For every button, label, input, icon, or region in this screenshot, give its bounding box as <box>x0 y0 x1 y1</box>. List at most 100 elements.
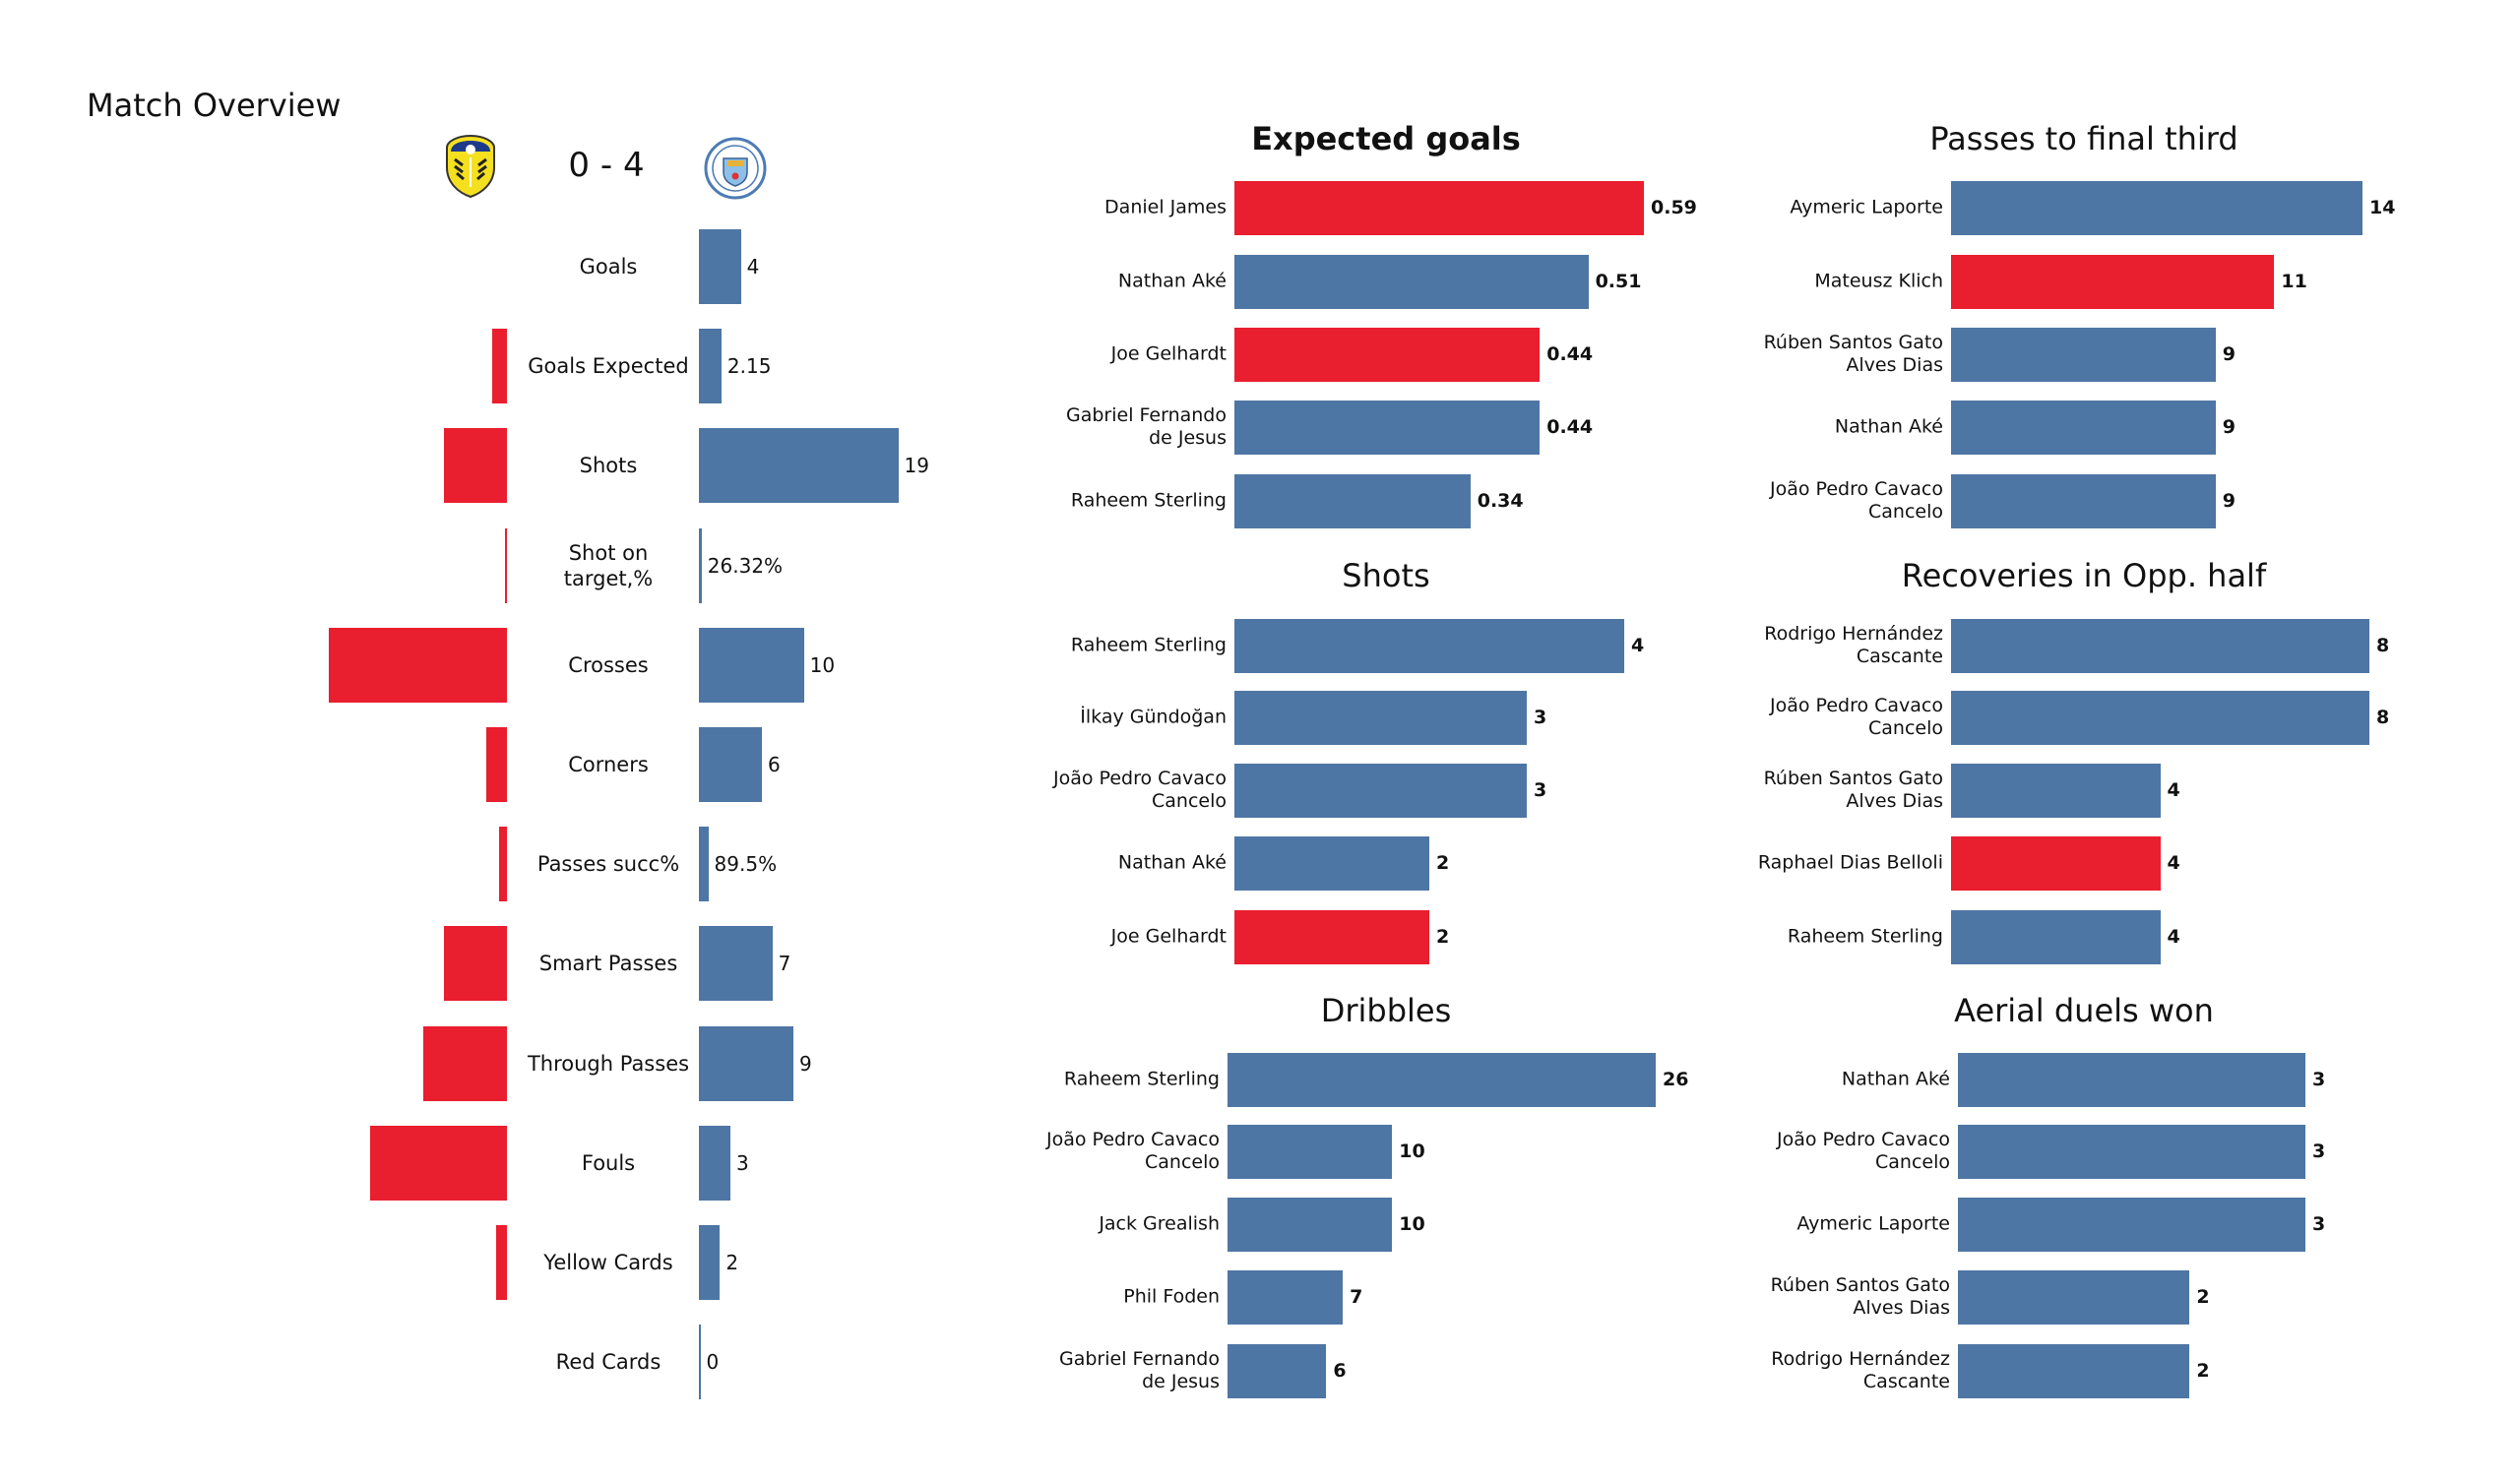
player-value: 3 <box>1534 707 1547 728</box>
away-value: 2.15 <box>726 354 772 379</box>
player-name: João Pedro Cavaco Cancelo <box>1770 695 1943 739</box>
player-name: Raphael Dias Belloli <box>1757 851 1943 874</box>
away-value: 19 <box>904 454 929 478</box>
home-bar <box>328 627 507 703</box>
player-value: 11 <box>2281 271 2307 292</box>
away-value: 89.5% <box>714 852 778 877</box>
player-bar <box>1951 254 2275 309</box>
player-bar <box>1228 1343 1327 1398</box>
away-value: 6 <box>767 753 781 776</box>
player-bar <box>1228 1269 1344 1325</box>
player-name: Rodrigo Hernández Cascante <box>1771 1348 1950 1392</box>
player-bar <box>1234 327 1541 382</box>
player-bar <box>1958 1124 2305 1179</box>
player-value: 9 <box>2222 343 2236 365</box>
stat-label: Passes succ% <box>536 852 680 877</box>
player-bar <box>1951 835 2161 891</box>
player-bar <box>1951 400 2216 455</box>
player-bar <box>1228 1197 1393 1252</box>
player-name: Jack Grealish <box>1099 1212 1220 1235</box>
player-bar <box>1958 1343 2190 1398</box>
player-name: Rúben Santos Gato Alves Dias <box>1770 1274 1950 1319</box>
player-name: Nathan Aké <box>1841 1068 1950 1090</box>
player-name: Aymeric Laporte <box>1790 196 1943 218</box>
player-value: 0.34 <box>1477 490 1524 512</box>
player-name: João Pedro Cavaco Cancelo <box>1053 768 1227 812</box>
panel-title: Passes to final third <box>1929 120 2238 157</box>
home-bar <box>496 1225 507 1300</box>
player-bar <box>1234 763 1527 818</box>
match-score: 0 - 4 <box>568 146 645 185</box>
player-value: 9 <box>2222 416 2236 438</box>
stat-label: Shots <box>579 454 638 478</box>
player-value: 2 <box>1436 926 1450 948</box>
player-name: Nathan Aké <box>1117 270 1227 292</box>
player-value: 26 <box>1663 1069 1689 1090</box>
player-bar <box>1951 327 2216 382</box>
away-bar <box>699 1025 793 1101</box>
away-value: 7 <box>778 952 791 976</box>
home-bar <box>485 727 507 802</box>
stat-label: Fouls <box>581 1150 636 1175</box>
away-value: 3 <box>735 1150 749 1175</box>
player-name: Gabriel Fernando de Jesus <box>1059 1348 1220 1392</box>
home-bar <box>422 1025 507 1101</box>
home-bar <box>444 428 507 504</box>
player-name: Raheem Sterling <box>1063 1068 1220 1090</box>
stat-label: Yellow Cards <box>543 1251 673 1274</box>
stat-label: Through Passes <box>527 1051 690 1076</box>
player-bar <box>1951 763 2161 818</box>
player-bar <box>1951 909 2161 964</box>
stat-label: Goals <box>579 255 638 278</box>
player-name: Joe Gelhardt <box>1110 925 1227 948</box>
player-name: Rodrigo Hernández Cascante <box>1764 623 1943 667</box>
player-bar <box>1228 1124 1393 1179</box>
away-bar <box>699 926 773 1002</box>
panel-title: Dribbles <box>1320 992 1452 1029</box>
player-bar <box>1228 1052 1656 1107</box>
player-value: 0.59 <box>1651 197 1697 218</box>
away-value: 10 <box>809 652 836 677</box>
player-name: Rúben Santos Gato Alves Dias <box>1763 768 1943 812</box>
panel-title: Aerial duels won <box>1954 992 2214 1029</box>
player-bar <box>1958 1197 2305 1252</box>
player-value: 14 <box>2369 197 2396 218</box>
player-value: 7 <box>1350 1286 1363 1308</box>
panel-title: Shots <box>1342 557 1430 594</box>
player-bar <box>1951 473 2216 528</box>
player-value: 4 <box>2167 926 2180 948</box>
player-name: Rúben Santos Gato Alves Dias <box>1763 332 1943 376</box>
player-value: 6 <box>1333 1360 1347 1382</box>
player-value: 8 <box>2376 707 2390 728</box>
away-value: 26.32% <box>707 553 784 578</box>
home-bar <box>444 926 507 1002</box>
player-name: Raheem Sterling <box>1070 489 1227 512</box>
home-bar <box>491 329 507 404</box>
player-name: João Pedro Cavaco Cancelo <box>1770 478 1943 523</box>
player-bar <box>1234 835 1429 891</box>
player-bar <box>1234 180 1644 235</box>
away-value: 9 <box>798 1051 812 1076</box>
away-bar <box>699 1225 721 1300</box>
stat-label: Red Cards <box>555 1350 662 1375</box>
home-bar <box>498 827 507 902</box>
away-bar <box>699 827 709 902</box>
player-value: 4 <box>2167 852 2180 874</box>
player-value: 0.51 <box>1595 271 1642 292</box>
player-name: Gabriel Fernando de Jesus <box>1066 404 1227 449</box>
player-value: 10 <box>1399 1141 1425 1162</box>
player-value: 0.44 <box>1546 416 1594 438</box>
leeds-united-crest-icon <box>445 134 496 199</box>
player-value: 4 <box>1631 635 1645 656</box>
manchester-city-crest-icon <box>704 137 767 200</box>
away-bar <box>699 1325 701 1400</box>
player-name: İlkay Gündoğan <box>1080 706 1227 728</box>
away-bar <box>699 527 702 603</box>
panel-title: Expected goals <box>1251 120 1521 157</box>
player-bar <box>1958 1052 2305 1107</box>
player-bar <box>1234 690 1527 745</box>
player-bar <box>1234 400 1541 455</box>
player-name: Raheem Sterling <box>1787 925 1943 948</box>
panel-title: Recoveries in Opp. half <box>1901 557 2267 594</box>
player-name: Nathan Aké <box>1117 851 1227 874</box>
